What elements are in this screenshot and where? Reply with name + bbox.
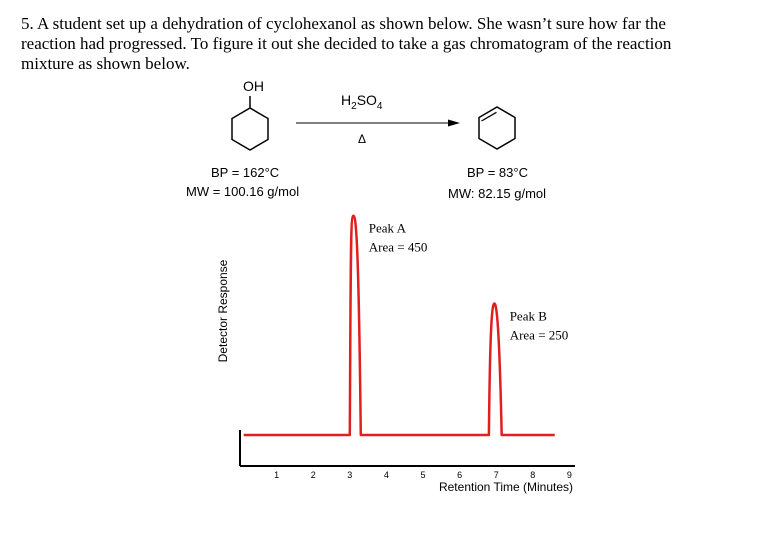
x-axis-label: Retention Time (Minutes) (439, 480, 573, 494)
question-text: 5. A student set up a dehydration of cyc… (21, 14, 751, 74)
product-mw: MW: 82.15 g/mol (448, 186, 546, 201)
x-tick-label: 5 (420, 470, 425, 480)
x-tick-label: 8 (530, 470, 535, 480)
cyclohexene-double-bond (481, 111, 497, 122)
reaction-scheme: OH H2SO4 Δ BP = 162°C MW = 100.16 g/mol … (186, 78, 546, 201)
reagent-label: H2SO4 (341, 92, 383, 112)
x-tick-label: 4 (384, 470, 389, 480)
cyclohexene-ring (478, 106, 516, 150)
x-tick-label: 3 (347, 470, 352, 480)
question-line-2: reaction had progressed. To figure it ou… (21, 34, 672, 53)
hydroxyl-label: OH (243, 78, 264, 94)
question-line-1: 5. A student set up a dehydration of cyc… (21, 14, 666, 33)
chromatogram: 1 2 3 4 5 6 7 8 9 Peak A Area = 450 Peak B Area = 2… (216, 214, 575, 494)
x-tick-label: 2 (311, 470, 316, 480)
peak-area-label: Area = 450 (369, 240, 428, 255)
product-bp: BP = 83°C (467, 165, 528, 180)
x-tick-label: 7 (494, 470, 499, 480)
chromatogram-trace (243, 214, 555, 437)
peak-area-label: Area = 250 (510, 327, 569, 342)
reactant-mw: MW = 100.16 g/mol (186, 184, 299, 199)
x-tick-label: 9 (567, 470, 572, 480)
peak-name-label: Peak B (510, 308, 548, 323)
x-tick-label: 1 (274, 470, 279, 480)
cyclohexanol-ring (231, 107, 269, 151)
reaction-arrow-head (448, 119, 460, 127)
peak-name-label: Peak A (369, 221, 407, 236)
x-tick-label: 6 (457, 470, 462, 480)
heat-symbol: Δ (358, 132, 366, 146)
reactant-bp: BP = 162°C (211, 165, 279, 180)
y-axis-label: Detector Response (216, 259, 230, 362)
question-line-3: mixture as shown below. (21, 54, 190, 73)
